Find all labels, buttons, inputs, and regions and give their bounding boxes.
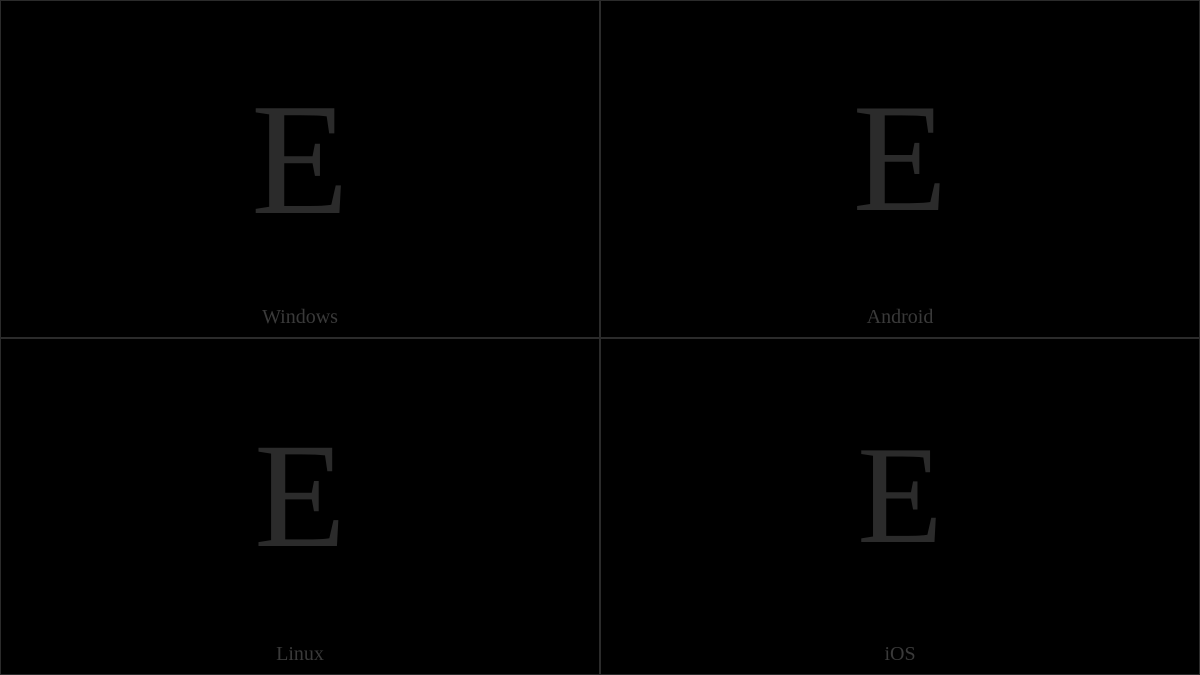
glyph-linux: E <box>254 421 346 571</box>
caption-ios: iOS <box>601 643 1199 666</box>
glyph-android: E <box>853 81 948 236</box>
caption-windows: Windows <box>1 306 599 329</box>
glyph-windows: E <box>251 79 349 239</box>
cell-ios: E iOS <box>600 338 1200 675</box>
caption-linux: Linux <box>1 643 599 666</box>
caption-android: Android <box>601 306 1199 329</box>
cell-android: E Android <box>600 0 1200 338</box>
cell-linux: E Linux <box>0 338 600 675</box>
cell-windows: E Windows <box>0 0 600 338</box>
glyph-ios: E <box>857 426 943 566</box>
glyph-preview-grid: E Windows E Android E Linux E iOS <box>0 0 1200 675</box>
